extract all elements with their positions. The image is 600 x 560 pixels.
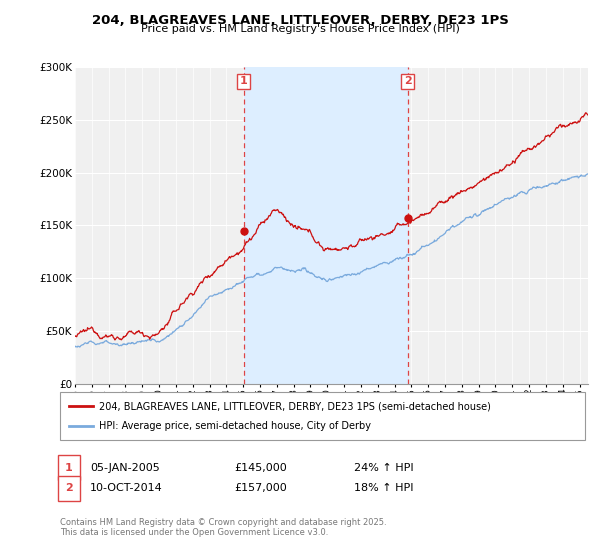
- Text: 1: 1: [65, 463, 73, 473]
- Text: 10-OCT-2014: 10-OCT-2014: [90, 483, 163, 493]
- Text: 2: 2: [404, 76, 412, 86]
- Text: 2: 2: [65, 483, 73, 493]
- Text: HPI: Average price, semi-detached house, City of Derby: HPI: Average price, semi-detached house,…: [99, 421, 371, 431]
- Text: Price paid vs. HM Land Registry's House Price Index (HPI): Price paid vs. HM Land Registry's House …: [140, 24, 460, 34]
- Text: £157,000: £157,000: [234, 483, 287, 493]
- Bar: [244, 67, 407, 384]
- Text: 24% ↑ HPI: 24% ↑ HPI: [354, 463, 413, 473]
- Text: 204, BLAGREAVES LANE, LITTLEOVER, DERBY, DE23 1PS: 204, BLAGREAVES LANE, LITTLEOVER, DERBY,…: [92, 14, 508, 27]
- Text: Contains HM Land Registry data © Crown copyright and database right 2025.
This d: Contains HM Land Registry data © Crown c…: [60, 518, 386, 538]
- Text: 1: 1: [239, 76, 247, 86]
- Text: £145,000: £145,000: [234, 463, 287, 473]
- Text: 05-JAN-2005: 05-JAN-2005: [90, 463, 160, 473]
- Text: 204, BLAGREAVES LANE, LITTLEOVER, DERBY, DE23 1PS (semi-detached house): 204, BLAGREAVES LANE, LITTLEOVER, DERBY,…: [99, 402, 491, 411]
- Text: 18% ↑ HPI: 18% ↑ HPI: [354, 483, 413, 493]
